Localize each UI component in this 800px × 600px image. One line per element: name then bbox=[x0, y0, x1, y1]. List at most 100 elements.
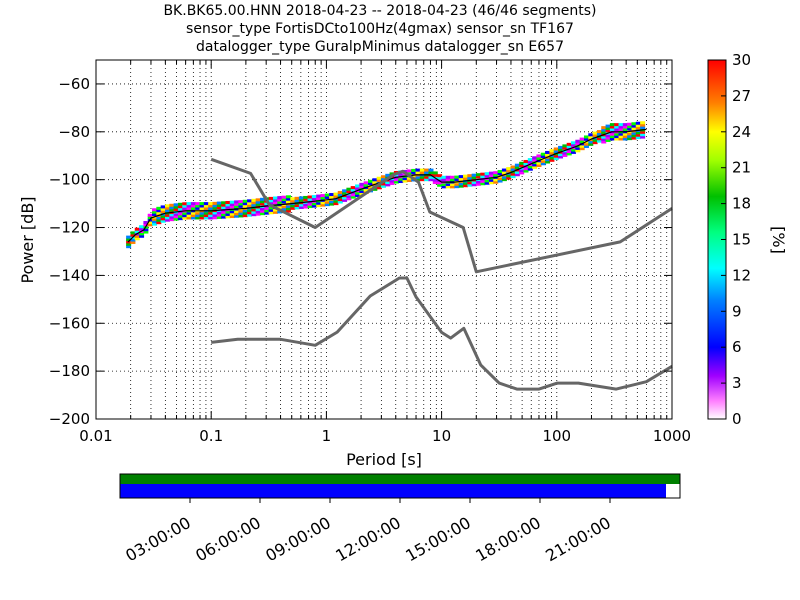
heatmap-cell bbox=[506, 169, 512, 173]
heatmap-cell bbox=[337, 198, 343, 202]
heatmap-cell bbox=[510, 167, 516, 171]
heatmap-cell bbox=[601, 140, 607, 144]
heatmap-cell bbox=[221, 213, 227, 217]
heatmap-cell bbox=[229, 205, 235, 209]
heatmap-cell bbox=[156, 216, 162, 220]
heatmap-cell bbox=[208, 204, 214, 208]
heatmap-cell bbox=[350, 188, 356, 192]
heatmap-cell bbox=[195, 216, 201, 220]
heatmap-cell bbox=[333, 194, 339, 198]
heatmap-cell bbox=[199, 204, 205, 208]
psd-heatmap bbox=[126, 121, 646, 249]
heatmap-cell bbox=[601, 130, 607, 134]
heatmap-cell bbox=[152, 208, 158, 212]
heatmap-cell bbox=[376, 179, 382, 183]
heatmap-cell bbox=[272, 196, 278, 200]
heatmap-cell bbox=[523, 167, 529, 171]
heatmap-cell bbox=[363, 183, 369, 187]
chart-title-line-3: datalogger_type GuralpMinimus datalogger… bbox=[196, 39, 564, 55]
heatmap-cell bbox=[329, 202, 335, 206]
heatmap-cell bbox=[484, 172, 490, 176]
heatmap-cell bbox=[614, 123, 620, 127]
heatmap-cell bbox=[130, 233, 136, 237]
heatmap-cell bbox=[359, 182, 365, 186]
heatmap-cell bbox=[212, 206, 218, 210]
heatmap-cell bbox=[229, 203, 235, 207]
heatmap-cell bbox=[164, 218, 170, 222]
heatmap-cell bbox=[428, 175, 434, 179]
heatmap-cell bbox=[346, 194, 352, 198]
heatmap-cell bbox=[532, 163, 538, 167]
heatmap-cell bbox=[216, 213, 222, 217]
heatmap-cell bbox=[484, 181, 490, 185]
heatmap-cell bbox=[450, 178, 456, 182]
heatmap-cell bbox=[506, 176, 512, 180]
time-tick-label: 18:00:00 bbox=[472, 513, 544, 565]
heatmap-cell bbox=[419, 175, 425, 179]
heatmap-cell bbox=[216, 203, 222, 207]
heatmap-cell bbox=[169, 215, 175, 219]
heatmap-cell bbox=[471, 183, 477, 187]
heatmap-cell bbox=[173, 217, 179, 221]
heatmap-cell bbox=[571, 141, 577, 145]
heatmap-cell bbox=[307, 202, 313, 206]
heatmap-cell bbox=[463, 177, 469, 181]
heatmap-cell bbox=[359, 192, 365, 196]
heatmap-cell bbox=[285, 200, 291, 204]
plot-frame bbox=[95, 59, 673, 420]
heatmap-cell bbox=[156, 206, 162, 210]
y-tick-label: −160 bbox=[49, 314, 90, 332]
heatmap-cell bbox=[307, 197, 313, 201]
heatmap-cell bbox=[596, 130, 602, 134]
heatmap-cell bbox=[627, 132, 633, 136]
heatmap-cell bbox=[441, 178, 447, 182]
heatmap-cell bbox=[609, 125, 615, 129]
heatmap-cell bbox=[281, 207, 287, 211]
heatmap-cell bbox=[234, 200, 240, 204]
heatmap-cell bbox=[640, 126, 646, 130]
heatmap-cell bbox=[268, 201, 274, 205]
heatmap-cell bbox=[216, 206, 222, 210]
heatmap-cell bbox=[260, 202, 266, 206]
heatmap-cell bbox=[290, 204, 296, 208]
heatmap-cell bbox=[298, 196, 304, 200]
heatmap-cell bbox=[285, 204, 291, 208]
heatmap-cell bbox=[169, 206, 175, 210]
heatmap-cell bbox=[437, 174, 443, 178]
heatmap-cell bbox=[251, 213, 257, 217]
heatmap-cell bbox=[540, 152, 546, 156]
heatmap-cell bbox=[540, 159, 546, 163]
heatmap-cell bbox=[519, 168, 525, 172]
heatmap-cell bbox=[139, 225, 145, 229]
heatmap-cell bbox=[152, 222, 158, 226]
heatmap-cell bbox=[445, 178, 451, 182]
heatmap-cell bbox=[432, 173, 438, 177]
heatmap-cell bbox=[182, 211, 188, 215]
heatmap-cell bbox=[605, 129, 611, 133]
y-axis-label: Power [dB] bbox=[18, 196, 37, 283]
heatmap-cell bbox=[247, 211, 253, 215]
heatmap-cell bbox=[277, 205, 283, 209]
heatmap-cell bbox=[260, 209, 266, 213]
heatmap-cell bbox=[601, 135, 607, 139]
heatmap-cell bbox=[424, 175, 430, 179]
heatmap-cell bbox=[225, 210, 231, 214]
heatmap-cell bbox=[160, 219, 166, 223]
heatmap-cell bbox=[355, 184, 361, 188]
heatmap-cell bbox=[441, 182, 447, 186]
heatmap-cell bbox=[160, 205, 166, 209]
x-tick-label: 0.01 bbox=[79, 427, 112, 445]
heatmap-cell bbox=[631, 136, 637, 140]
heatmap-cell bbox=[199, 211, 205, 215]
heatmap-cell bbox=[583, 135, 589, 139]
heatmap-cell bbox=[635, 121, 641, 125]
heatmap-cell bbox=[264, 202, 270, 206]
heatmap-cell bbox=[221, 210, 227, 214]
heatmap-cell bbox=[272, 201, 278, 205]
heatmap-cell bbox=[545, 150, 551, 154]
heatmap-cell bbox=[264, 206, 270, 210]
colorbar-tick-label: 3 bbox=[732, 374, 742, 392]
y-tick-label: −80 bbox=[58, 123, 90, 141]
colorbar-tick-label: 15 bbox=[732, 231, 751, 249]
